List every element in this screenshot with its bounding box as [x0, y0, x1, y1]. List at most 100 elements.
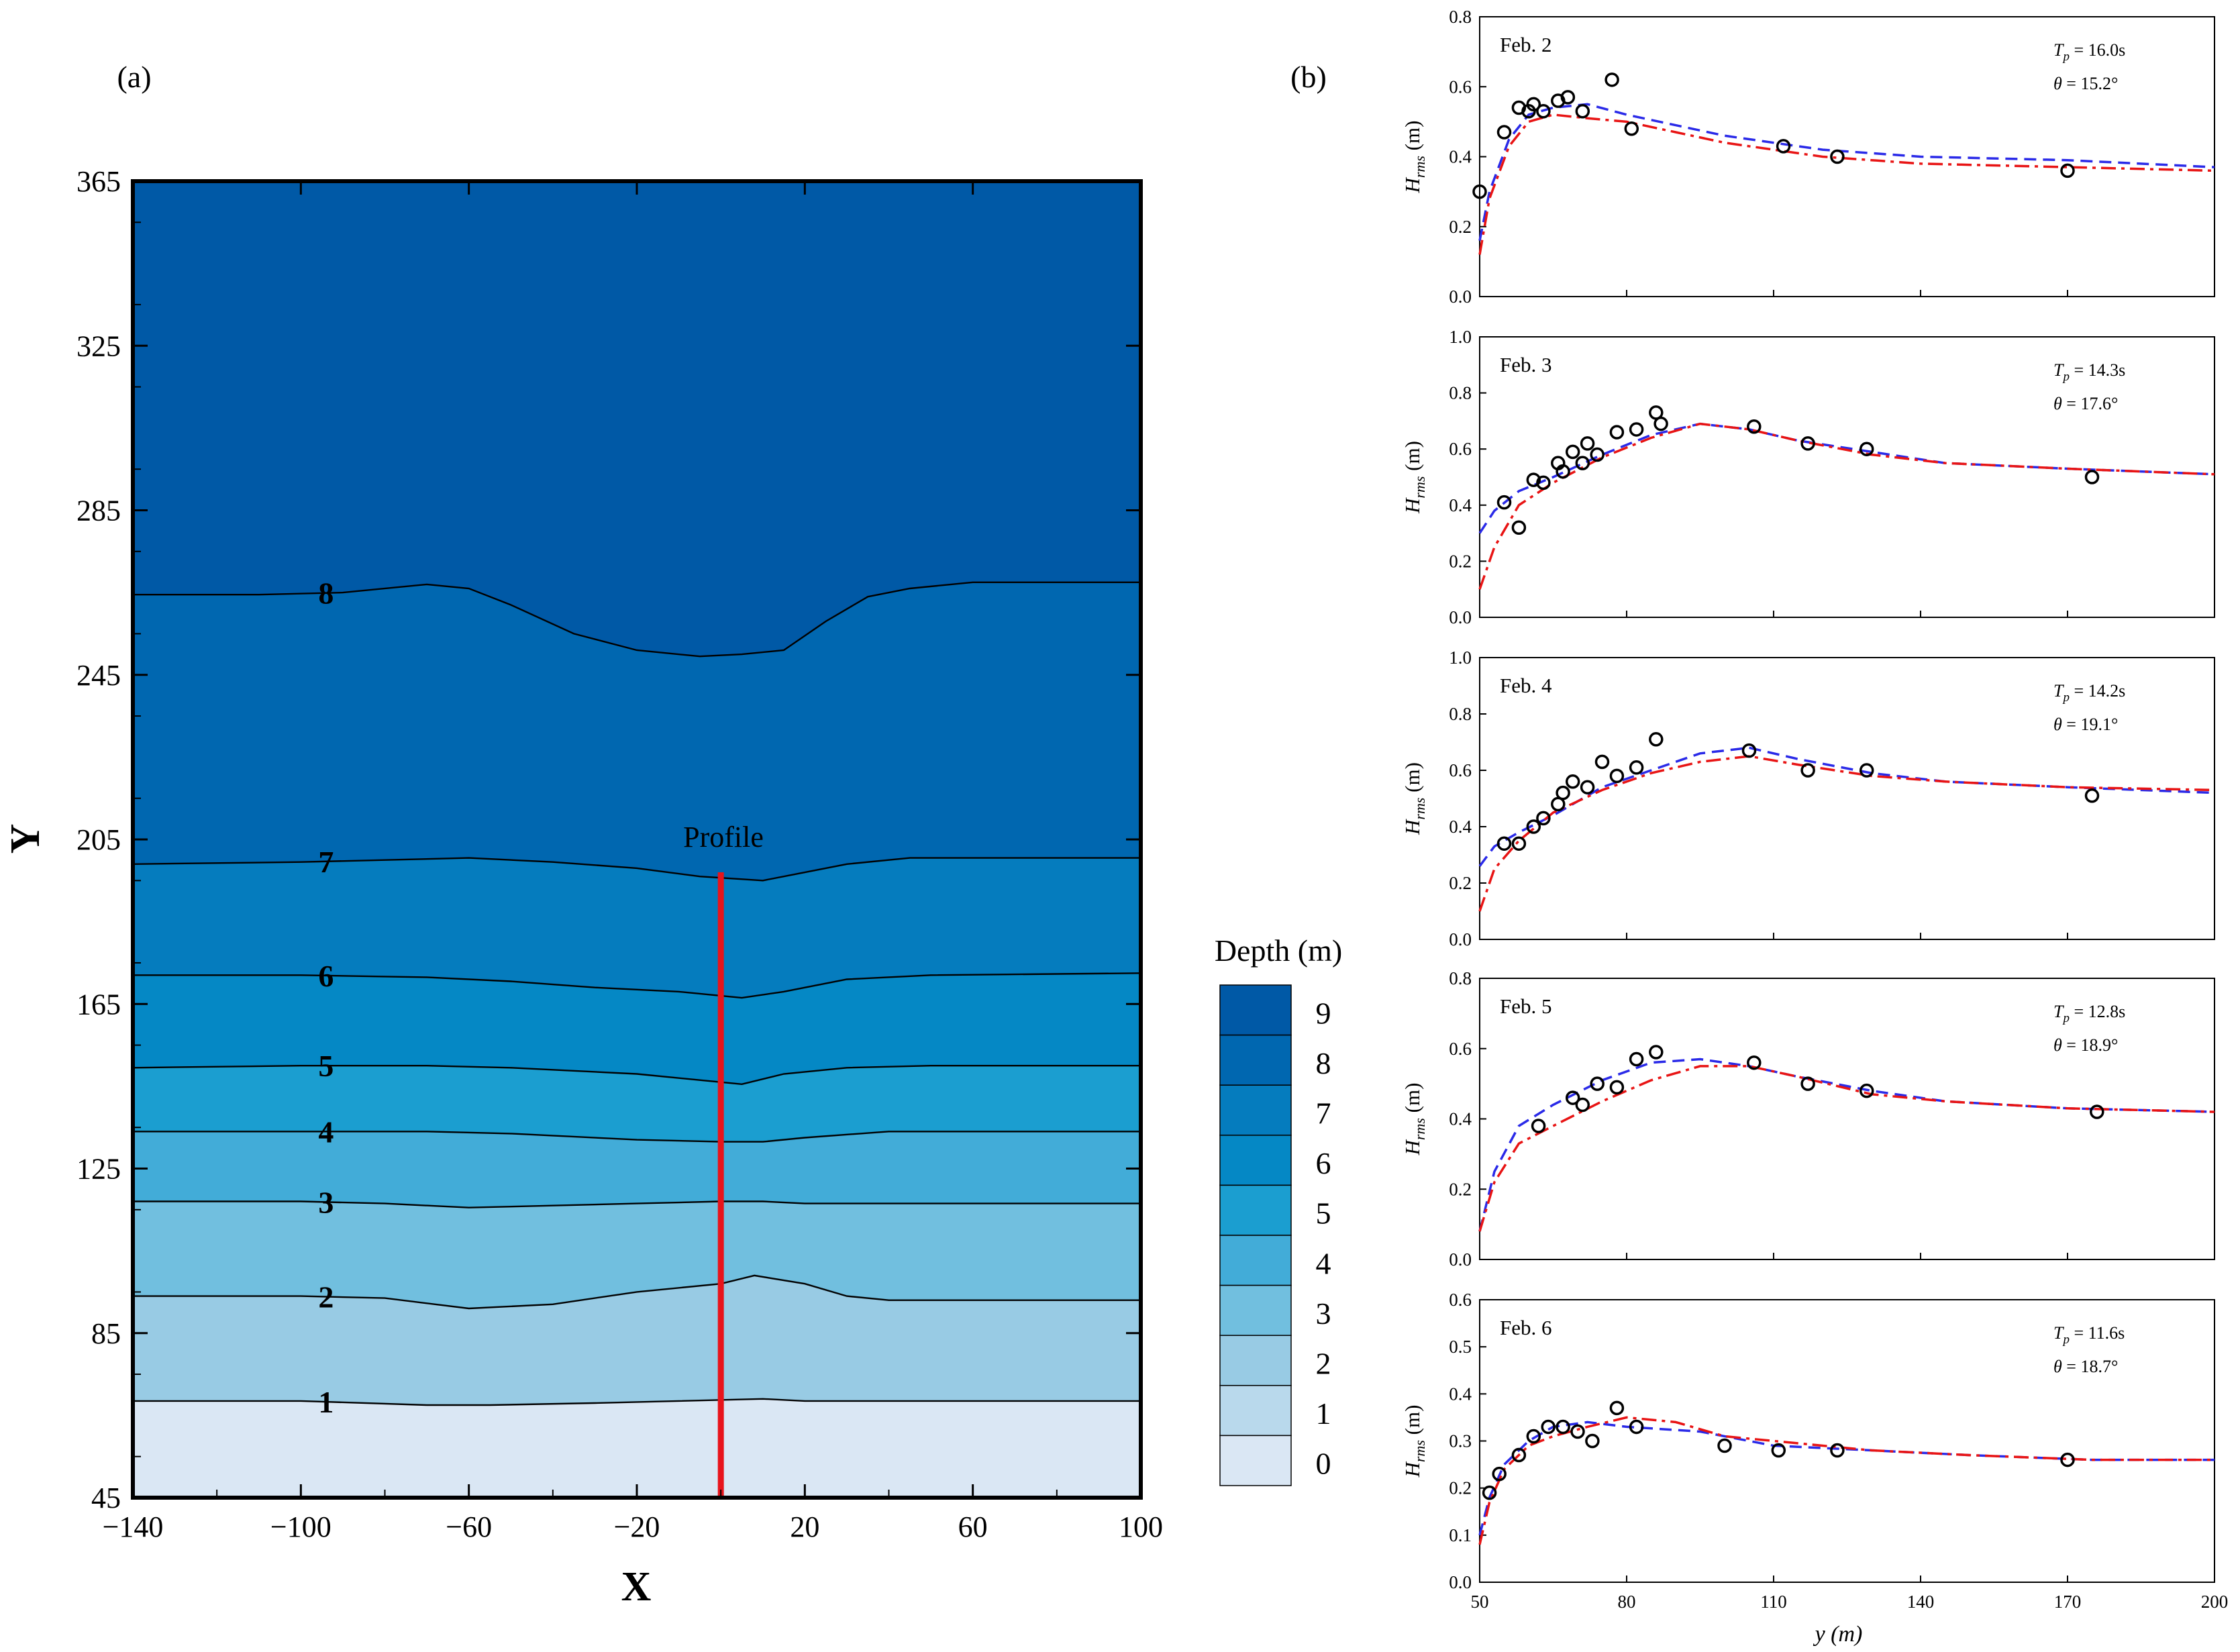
peak-period: Tp = 12.8s — [2053, 1002, 2125, 1025]
model-curve-red — [1478, 422, 2215, 590]
observation-point — [1565, 774, 1580, 789]
depth-band — [133, 1275, 1141, 1405]
depth-band — [133, 582, 1141, 881]
observation-point — [1859, 442, 1874, 456]
contour-line — [133, 1398, 1141, 1406]
panel-date: Feb. 5 — [1500, 994, 1552, 1018]
model-curve-blue — [1478, 746, 2215, 867]
peak-period: Tp = 14.3s — [2053, 360, 2125, 384]
contour-label: 5 — [318, 1049, 334, 1083]
y-tick-label: 0.3 — [1449, 1431, 1472, 1451]
y-tick-label: 1.0 — [1449, 648, 1472, 668]
contour-line — [132, 1064, 1141, 1086]
x-tick-label: 20 — [790, 1510, 819, 1543]
observation-point — [1556, 785, 1570, 801]
colorbar-swatch — [1219, 1335, 1292, 1386]
contour-line — [133, 1200, 1141, 1208]
model-curve-red — [1478, 1416, 2214, 1545]
y-axis-title-bottom: y (m) — [1813, 1622, 1863, 1647]
y-tick-label: 0.2 — [1449, 1179, 1472, 1199]
observation-point — [1511, 520, 1527, 535]
observation-point — [1594, 754, 1610, 770]
observation-point — [1565, 444, 1580, 460]
colorbar-swatch — [1219, 1435, 1292, 1486]
wave-angle: θ = 19.1° — [2053, 715, 2118, 734]
y-tick-label: 0.2 — [1449, 551, 1472, 571]
observation-point — [1526, 819, 1541, 834]
observation-point — [1830, 1443, 1845, 1458]
y-tick-label: 0.6 — [1449, 439, 1472, 459]
colorbar-swatch — [1219, 1184, 1292, 1236]
depth-band — [133, 858, 1141, 998]
colorbar-title: Depth (m) — [1215, 933, 1342, 968]
colorbar-swatch — [1219, 1284, 1292, 1336]
observation-point — [1649, 1045, 1664, 1060]
observation-point — [1747, 419, 1762, 434]
observation-point — [1482, 1485, 1497, 1500]
wave-angle: θ = 17.6° — [2053, 394, 2118, 413]
depth-bands — [133, 181, 1141, 1498]
x-tick-label: −20 — [614, 1510, 660, 1543]
observation-point — [1800, 1076, 1815, 1091]
colorbar-label: 3 — [1316, 1296, 1331, 1331]
y-tick-label: 0.8 — [1449, 383, 1472, 403]
observation-point — [1747, 1055, 1762, 1070]
colorbar-swatch — [1219, 984, 1292, 1036]
y-tick-label: 0.2 — [1449, 873, 1472, 893]
wave-angle: θ = 15.2° — [2053, 74, 2118, 93]
y-axis-label: Hrms (m) — [1401, 1405, 1428, 1478]
contour-label: 6 — [318, 959, 334, 993]
panel-b: (b) 0.0 0.2 0.4 0.6 0.8 Hrms (m) Feb. 2 Tp = 16… — [1290, 7, 2228, 1647]
contour-label: 1 — [318, 1385, 334, 1419]
observation-point — [1526, 1429, 1541, 1444]
depth-band — [133, 1066, 1141, 1142]
observation-point — [1496, 836, 1512, 851]
y-axis-label: Hrms (m) — [1401, 762, 1428, 835]
y-tick-label: 0.6 — [1449, 1290, 1472, 1310]
observation-point — [1771, 1443, 1786, 1458]
x-tick-label: −60 — [446, 1510, 492, 1543]
observation-point — [1575, 456, 1590, 470]
observation-point — [1609, 1080, 1625, 1095]
wave-height-panels: 0.0 0.2 0.4 0.6 0.8 Hrms (m) Feb. 2 Tp = 16.0s θ… — [1401, 7, 2228, 1612]
profile-label: Profile — [683, 821, 764, 854]
observation-point — [1531, 1119, 1546, 1133]
y-tick-label: 1.0 — [1449, 327, 1472, 347]
y-tick-label: 0.4 — [1449, 817, 1472, 837]
hrms-panel: 0.0 0.2 0.4 0.6 0.8 Hrms (m) Feb. 2 Tp = 16.0s θ… — [1401, 7, 2215, 307]
colorbar-swatch — [1219, 1135, 1292, 1186]
observation-point — [1570, 1424, 1585, 1439]
model-curve-red — [1478, 113, 2215, 255]
y-axis-label: Y — [3, 824, 48, 854]
y-tick-label: 0.0 — [1449, 607, 1472, 627]
model-curve-red — [1478, 1065, 2215, 1232]
contour-label: 8 — [318, 576, 334, 611]
x-axis-label: X — [621, 1564, 652, 1610]
y-tick-label: 0.0 — [1449, 1572, 1472, 1592]
y-tick-label: 125 — [77, 1153, 121, 1186]
observation-point — [1800, 763, 1815, 778]
observation-point — [1536, 103, 1551, 119]
hrms-panel: 0.0 0.2 0.4 0.6 0.8 Hrms (m) Feb. 5 Tp = 12.8s θ… — [1401, 968, 2215, 1270]
x-tick-label: −140 — [103, 1510, 164, 1543]
y-tick-label: 85 — [91, 1317, 121, 1350]
y-tick-label: 0.6 — [1449, 76, 1472, 97]
y-axis-label: Hrms (m) — [1401, 441, 1428, 514]
observation-point — [1859, 1083, 1874, 1098]
y-tick-label: 165 — [77, 988, 121, 1021]
observation-point — [1629, 422, 1644, 437]
observation-point — [1609, 1400, 1625, 1416]
observation-point — [1629, 1051, 1644, 1067]
model-curve-red — [1478, 755, 2215, 912]
wave-angle: θ = 18.9° — [2053, 1035, 2118, 1055]
observation-point — [1629, 760, 1644, 775]
wave-angle: θ = 18.7° — [2053, 1357, 2118, 1376]
observation-point — [1575, 1097, 1590, 1113]
observation-point — [1776, 139, 1791, 154]
observation-point — [1653, 416, 1668, 431]
observation-point — [2090, 1104, 2104, 1119]
depth-band — [133, 1131, 1141, 1208]
observation-point — [1629, 1419, 1644, 1435]
y-tick-label: 0.4 — [1449, 1384, 1472, 1404]
